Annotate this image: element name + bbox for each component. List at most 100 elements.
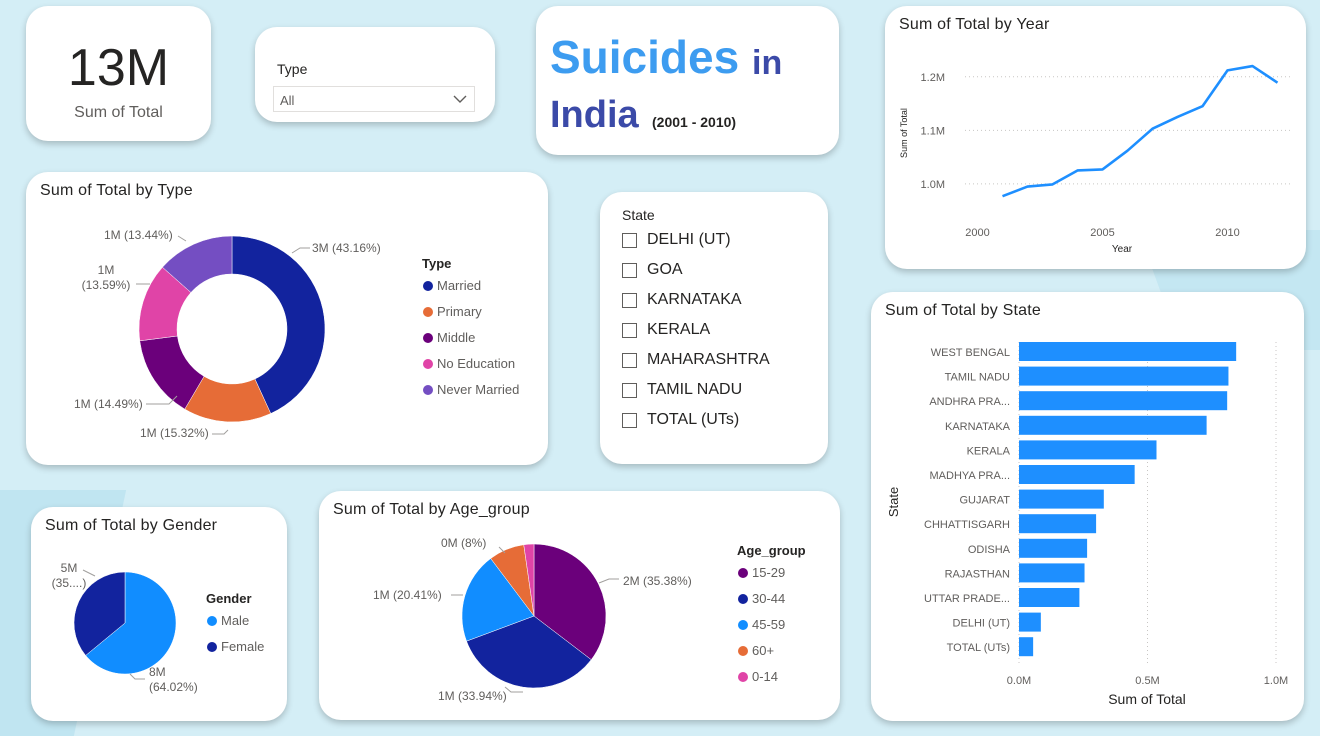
x-tick-label: 1.0M [1264,675,1288,687]
y-tick-label: TAMIL NADU [945,372,1010,384]
legend-item: Married [437,278,481,293]
data-label: 3M (43.16%) [312,241,381,255]
type-slicer: Type All [255,27,495,122]
bar [1019,489,1104,509]
pie-slice [73,571,126,656]
header-card: Suicides in India (2001 - 2010) [536,6,839,155]
chart-title: Sum of Total by Gender [45,517,218,534]
chart-title: Sum of Total by State [885,302,1041,319]
leader-line [598,578,619,584]
y-tick-label: ANDHRA PRA... [929,396,1010,408]
type-slicer-label: Type [277,61,308,77]
checkbox[interactable] [622,322,637,338]
y-tick-label: 1.1M [921,125,945,137]
legend-marker [738,672,748,682]
line-plot: 1.0M 1.1M 1.2M 2000 2005 2010 Year Sum of Total [899,64,1290,255]
y-tick-label: 1.2M [921,72,945,84]
legend-item: Never Married [437,382,519,397]
legend-title: Age_group [737,543,806,558]
leader-line [82,569,96,577]
bar [1019,538,1088,558]
y-tick-label: WEST BENGAL [931,347,1010,359]
header-india: India [550,94,639,136]
legend-marker [207,616,217,626]
bar-plot: 0.0M 0.5M 1.0M WEST BENGAL TAMIL NADU ANDHRA … [886,342,1288,707]
leader-line [129,673,145,680]
checkbox[interactable] [622,262,637,278]
bar [1019,588,1080,607]
y-tick-label: KARNATAKA [945,421,1011,433]
leader-line [291,247,310,254]
state-bar-chart: Sum of Total by State 0.0M 0.5M 1.0M WEST B… [871,292,1304,721]
donut-plot: 3M (43.16%) 1M (15.32%) 1M (14.49%) 1M(13.5… [74,228,519,440]
data-label: 8M [149,665,166,679]
bar [1019,415,1207,435]
state-option-label: KARNATAKA [647,291,742,308]
chevron-down-icon [453,95,467,103]
data-label: 1M (13.44%) [104,228,173,242]
data-label: 1M (20.41%) [373,588,442,602]
data-label: 0M (8%) [441,536,486,550]
bar [1019,440,1157,460]
leader-line [146,395,178,405]
pie-plot: 2M (35.38%) 1M (33.94%) 1M (20.41%) 0M (8%)… [373,536,806,703]
y-tick-label: GUJARAT [959,495,1010,507]
legend-item: Middle [437,330,475,345]
legend-title: Gender [206,591,252,606]
state-option[interactable]: TOTAL (UTs) [622,408,739,432]
kpi-card: 13M Sum of Total [26,6,211,141]
data-label: 5M [61,561,78,575]
x-axis-title: Sum of Total [1108,691,1186,707]
leader-line [504,686,523,693]
header-suicides: Suicides [550,31,740,83]
legend-item: Male [221,613,249,628]
bar [1019,391,1228,411]
state-option[interactable]: GOA [622,258,683,282]
checkbox[interactable] [622,352,637,368]
state-option-label: MAHARASHTRA [647,351,770,368]
state-option-label: KERALA [647,321,711,338]
data-label: (13.59%) [82,278,131,292]
x-tick-label: 2005 [1090,227,1114,239]
legend-item: No Education [437,356,515,371]
x-tick-label: 2010 [1215,227,1239,239]
checkbox[interactable] [622,232,637,248]
checkbox[interactable] [622,412,637,428]
bar [1019,465,1135,484]
legend-marker [423,281,433,291]
type-dropdown[interactable]: All [273,86,475,112]
leader-line [498,546,506,554]
legend-marker [738,620,748,630]
data-label: 1M (33.94%) [438,689,507,703]
x-tick-label: 0.5M [1135,675,1159,687]
state-option[interactable]: MAHARASHTRA [622,348,770,372]
legend-marker [423,307,433,317]
data-label: (35....) [52,576,87,590]
y-tick-label: DELHI (UT) [953,618,1010,630]
series-line [1002,64,1279,198]
legend-item: Female [221,639,264,654]
checkbox[interactable] [622,382,637,398]
kpi-value: 13M [67,39,170,97]
y-tick-label: UTTAR PRADE... [924,593,1010,605]
leader-line [212,429,229,435]
state-option[interactable]: TAMIL NADU [622,378,742,402]
state-option[interactable]: KARNATAKA [622,288,742,312]
state-option[interactable]: DELHI (UT) [622,228,731,252]
y-tick-label: CHHATTISGARH [924,519,1010,531]
y-tick-label: ODISHA [968,544,1011,556]
checkbox[interactable] [622,292,637,308]
pie-plot: 8M(64.02%) 5M(35....) Gender Male Female [52,561,265,694]
state-option[interactable]: KERALA [622,318,710,342]
y-tick-label: MADHYA PRA... [930,470,1010,482]
state-slicer: State DELHI (UT) GOA KARNATAKA KERALA MAHARA… [600,192,828,464]
header-in: in [752,44,783,82]
bar [1019,637,1034,657]
legend-item: Primary [437,304,482,319]
gender-pie-chart: Sum of Total by Gender 8M (64.02%) 5M (35..… [31,507,287,721]
legend-marker [738,646,748,656]
bar [1019,366,1229,386]
y-tick-label: KERALA [967,445,1011,457]
type-donut-chart: Sum of Total by Type 3M (43.16%) 1M (15.3… [26,172,548,465]
leader-line [177,235,187,242]
